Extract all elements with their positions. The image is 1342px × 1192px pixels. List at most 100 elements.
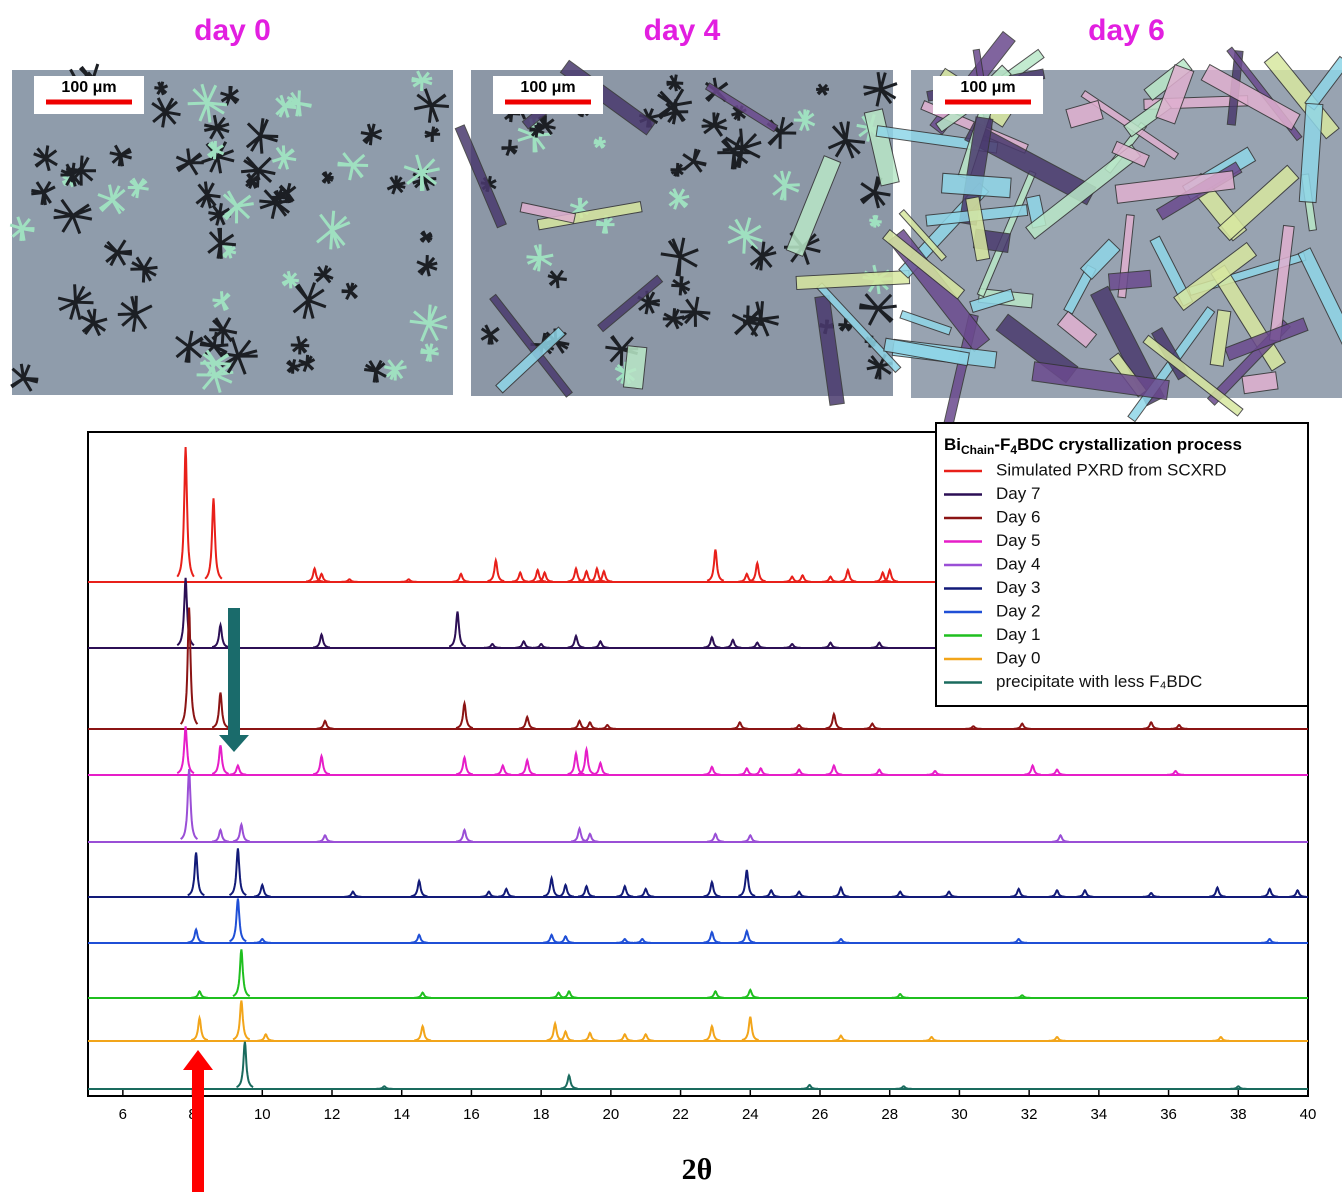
peak bbox=[518, 714, 536, 730]
crystal bbox=[1298, 102, 1324, 204]
peak bbox=[176, 577, 195, 647]
peak bbox=[211, 621, 229, 649]
peak bbox=[738, 928, 756, 944]
crystal bbox=[1241, 371, 1279, 395]
crystal bbox=[1155, 63, 1195, 125]
crystal bbox=[290, 335, 310, 355]
crystal bbox=[298, 354, 316, 373]
peak bbox=[257, 1032, 275, 1042]
crystal bbox=[1217, 164, 1300, 242]
peak bbox=[341, 578, 358, 583]
peak bbox=[748, 641, 766, 649]
crystal bbox=[386, 175, 406, 195]
crystal bbox=[883, 337, 970, 367]
crystal bbox=[203, 114, 230, 140]
peak bbox=[316, 719, 334, 730]
micrograph-label: day 4 bbox=[644, 14, 721, 47]
crystal bbox=[534, 115, 556, 136]
crystal bbox=[965, 196, 991, 262]
peak bbox=[400, 578, 418, 583]
peak bbox=[762, 888, 780, 898]
peak bbox=[703, 635, 721, 649]
peak bbox=[1261, 887, 1279, 898]
legend-title-part: BDC crystallization process bbox=[1017, 435, 1242, 454]
peak bbox=[599, 723, 616, 730]
peak bbox=[557, 882, 574, 898]
crystal bbox=[411, 70, 433, 92]
legend-title-part: 4 bbox=[1010, 443, 1017, 457]
crystal bbox=[271, 145, 297, 170]
peak bbox=[1010, 937, 1028, 944]
peak bbox=[253, 937, 271, 944]
crystal bbox=[117, 295, 153, 332]
teal-arrow bbox=[219, 608, 249, 752]
x-tick-label: 16 bbox=[463, 1106, 480, 1123]
peak bbox=[895, 1085, 912, 1090]
crystal bbox=[670, 162, 685, 177]
micrograph-label: day 0 bbox=[194, 14, 271, 47]
peak bbox=[874, 570, 892, 583]
x-tick-label: 34 bbox=[1091, 1106, 1108, 1123]
peak bbox=[881, 567, 899, 583]
peak bbox=[187, 852, 205, 897]
crystal bbox=[701, 112, 728, 137]
peak bbox=[567, 633, 585, 649]
peak bbox=[511, 570, 529, 583]
crystal bbox=[593, 136, 607, 149]
peak bbox=[228, 848, 247, 896]
crystal bbox=[292, 282, 327, 320]
peak bbox=[455, 699, 474, 729]
legend-title: BiChain-F4BDC crystallization process bbox=[944, 435, 1242, 457]
crystal bbox=[337, 152, 369, 181]
peak bbox=[560, 989, 578, 999]
crystal bbox=[154, 81, 169, 96]
crystal bbox=[33, 145, 58, 172]
peak bbox=[480, 890, 498, 898]
x-tick-label: 32 bbox=[1021, 1106, 1038, 1123]
crystal bbox=[680, 296, 711, 327]
peak bbox=[313, 572, 331, 583]
x-tick-label: 24 bbox=[742, 1106, 759, 1123]
crystal bbox=[285, 90, 312, 117]
crystals bbox=[9, 63, 450, 394]
crystal bbox=[519, 201, 577, 224]
crystal bbox=[65, 155, 97, 186]
peak bbox=[306, 566, 324, 583]
x-tick-label: 12 bbox=[324, 1106, 341, 1123]
crystal bbox=[668, 188, 690, 210]
crystal bbox=[704, 82, 779, 133]
crystal bbox=[1107, 269, 1152, 291]
scale-bar-box bbox=[34, 76, 144, 114]
crystal bbox=[671, 276, 691, 296]
crystal bbox=[97, 184, 126, 215]
peak bbox=[577, 884, 595, 898]
x-tick-label: 28 bbox=[881, 1106, 898, 1123]
scale-bar-label: 100 μm bbox=[960, 79, 1015, 96]
peak bbox=[344, 890, 362, 898]
peak bbox=[1024, 763, 1041, 776]
peak bbox=[839, 567, 857, 583]
peak bbox=[637, 1032, 655, 1042]
peak bbox=[1289, 888, 1306, 898]
peak bbox=[825, 763, 843, 776]
peak bbox=[232, 949, 251, 997]
x-tick-label: 18 bbox=[533, 1106, 550, 1123]
crystal bbox=[660, 237, 699, 277]
peak bbox=[229, 763, 247, 776]
peak bbox=[581, 1031, 599, 1042]
peak bbox=[1048, 888, 1066, 898]
crystal bbox=[596, 215, 615, 234]
crystal bbox=[80, 308, 108, 337]
peak bbox=[236, 1041, 254, 1089]
peak bbox=[801, 1083, 818, 1090]
crystal bbox=[420, 343, 439, 362]
crystal bbox=[526, 244, 554, 272]
peak bbox=[707, 989, 724, 999]
peak bbox=[515, 639, 533, 649]
crystal bbox=[419, 230, 433, 244]
peak bbox=[832, 937, 850, 944]
peak bbox=[870, 641, 888, 649]
crystal bbox=[1224, 317, 1309, 362]
legend-label: Day 4 bbox=[996, 554, 1040, 573]
